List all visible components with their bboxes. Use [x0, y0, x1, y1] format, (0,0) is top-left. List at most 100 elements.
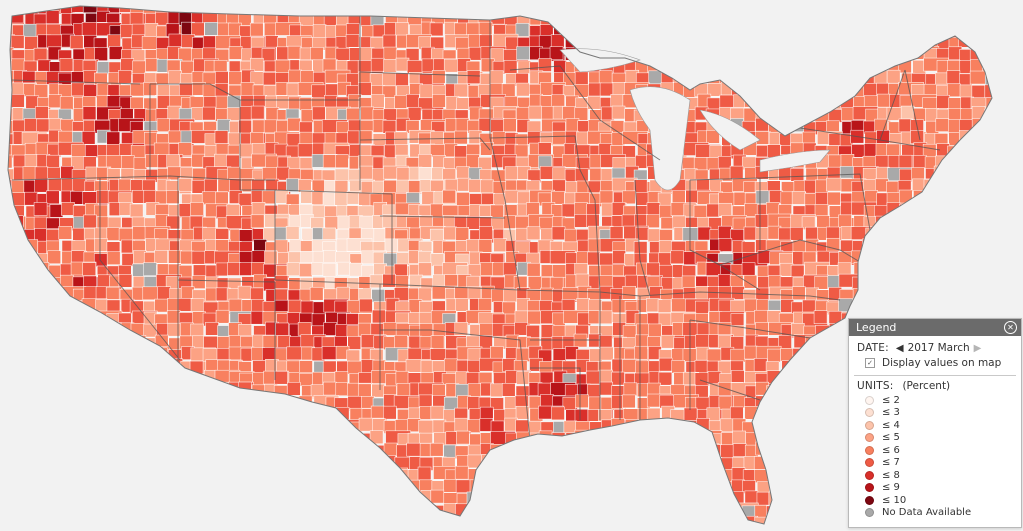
county-cell[interactable] [325, 501, 339, 516]
county-cell[interactable] [793, 81, 819, 96]
county-cell[interactable] [805, 394, 831, 409]
display-values-row[interactable]: ✓ Display values on map [849, 354, 1021, 369]
county-cell[interactable] [778, 120, 792, 134]
county-cell[interactable] [864, 274, 879, 288]
county-cell[interactable] [804, 96, 818, 111]
county-cell[interactable] [864, 25, 879, 40]
county-cell[interactable] [71, 455, 86, 470]
county-cell[interactable] [815, 467, 830, 481]
county-cell[interactable] [58, 396, 73, 410]
county-cell[interactable] [141, 503, 168, 518]
county-cell[interactable] [154, 347, 168, 362]
county-cell[interactable] [204, 381, 231, 396]
county-cell[interactable] [707, 46, 734, 60]
county-cell[interactable] [238, 480, 253, 495]
county-cell[interactable] [228, 480, 242, 495]
county-cell[interactable] [957, 143, 984, 157]
county-cell[interactable] [478, 490, 493, 505]
county-cell[interactable] [564, 491, 590, 506]
county-cell[interactable] [96, 408, 110, 423]
county-cell[interactable] [73, 469, 100, 484]
county-cell[interactable] [587, 2, 614, 16]
county-cell[interactable] [286, 514, 300, 527]
county-cell[interactable] [766, 37, 781, 51]
county-cell[interactable] [805, 35, 831, 49]
county-cell[interactable] [49, 204, 64, 218]
county-cell[interactable] [287, 117, 301, 132]
county-cell[interactable] [12, 276, 39, 291]
county-cell[interactable] [898, 11, 925, 25]
county-cell[interactable] [325, 83, 339, 98]
county-cell[interactable] [982, 229, 1008, 243]
county-cell[interactable] [801, 421, 816, 436]
county-cell[interactable] [239, 465, 254, 480]
county-cell[interactable] [288, 2, 314, 15]
county-cell[interactable] [706, 203, 721, 218]
county-cell[interactable] [804, 480, 830, 494]
county-cell[interactable] [781, 107, 807, 122]
county-cell[interactable] [190, 456, 205, 470]
county-cell[interactable] [216, 469, 231, 483]
county-cell[interactable] [719, 35, 746, 50]
county-cell[interactable] [600, 489, 615, 504]
county-cell[interactable] [382, 85, 397, 100]
county-cell[interactable] [489, 1, 504, 15]
county-cell[interactable] [73, 421, 88, 435]
county-cell[interactable] [23, 274, 38, 289]
county-cell[interactable] [909, 285, 936, 300]
county-cell[interactable] [960, 168, 975, 183]
county-cell[interactable] [612, 82, 627, 96]
county-cell[interactable] [768, 456, 783, 470]
county-cell[interactable] [346, 431, 360, 445]
county-cell[interactable] [96, 385, 122, 399]
county-cell[interactable] [421, 58, 436, 73]
county-cell[interactable] [345, 34, 360, 48]
county-cell[interactable] [802, 469, 816, 483]
county-cell[interactable] [252, 119, 266, 134]
county-cell[interactable] [453, 517, 468, 531]
county-cell[interactable] [275, 322, 289, 337]
county-cell[interactable] [528, 478, 543, 493]
county-cell[interactable] [479, 323, 493, 337]
county-cell[interactable] [502, 262, 517, 276]
county-cell[interactable] [238, 453, 264, 468]
county-cell[interactable] [203, 178, 218, 193]
county-cell[interactable] [937, 35, 951, 50]
county-cell[interactable] [179, 384, 205, 399]
county-cell[interactable] [683, 36, 697, 50]
county-cell[interactable] [370, 57, 385, 72]
county-cell[interactable] [106, 418, 132, 433]
county-cell[interactable] [456, 166, 470, 180]
county-cell[interactable] [349, 2, 363, 16]
county-cell[interactable] [60, 466, 75, 480]
county-cell[interactable] [635, 457, 661, 471]
county-cell[interactable] [935, 227, 950, 242]
county-cell[interactable] [144, 527, 157, 531]
county-cell[interactable] [683, 407, 698, 422]
county-cell[interactable] [57, 419, 72, 434]
county-cell[interactable] [13, 418, 39, 432]
county-cell[interactable] [911, 274, 925, 289]
county-cell[interactable] [276, 166, 291, 181]
county-cell[interactable] [874, 241, 889, 256]
county-cell[interactable] [165, 190, 180, 204]
county-cell[interactable] [406, 503, 421, 517]
county-cell[interactable] [561, 455, 588, 470]
county-cell[interactable] [239, 527, 252, 531]
county-cell[interactable] [204, 516, 219, 530]
county-cell[interactable] [133, 373, 148, 388]
county-cell[interactable] [1, 382, 15, 396]
county-cell[interactable] [768, 275, 782, 289]
county-cell[interactable] [129, 203, 144, 218]
county-cell[interactable] [11, 454, 38, 468]
county-cell[interactable] [646, 214, 660, 228]
county-cell[interactable] [625, 467, 652, 482]
county-cell[interactable] [22, 373, 37, 387]
county-cell[interactable] [850, 34, 864, 49]
county-cell[interactable] [755, 190, 770, 205]
county-cell[interactable] [0, 277, 13, 291]
county-cell[interactable] [526, 490, 553, 504]
county-cell[interactable] [154, 406, 181, 421]
county-cell[interactable] [12, 333, 27, 348]
county-cell[interactable] [622, 480, 649, 494]
